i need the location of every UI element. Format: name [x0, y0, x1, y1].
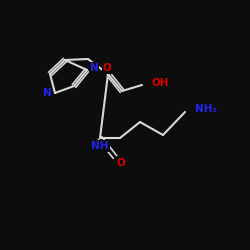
Text: N: N: [42, 88, 51, 98]
Text: O: O: [103, 63, 112, 73]
Text: NH: NH: [91, 141, 109, 151]
Text: N: N: [90, 63, 98, 73]
Text: NH₂: NH₂: [195, 104, 217, 114]
Text: OH: OH: [151, 78, 168, 88]
Text: O: O: [116, 158, 126, 168]
